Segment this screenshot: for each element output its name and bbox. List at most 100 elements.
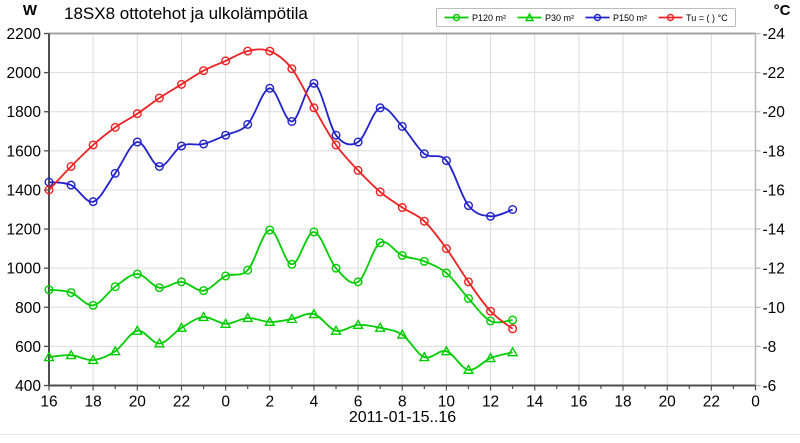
series-marker-circle [375, 187, 385, 197]
series-marker-circle [463, 293, 473, 303]
series-marker-triangle [396, 328, 408, 339]
right-tick-label: -20 [763, 104, 786, 121]
series-marker-circle [265, 225, 275, 235]
series-marker-triangle [507, 346, 519, 357]
x-tick-label: 10 [438, 394, 456, 411]
series-marker-triangle [220, 318, 232, 328]
series-marker-circle [66, 161, 76, 171]
series-marker-circle [66, 180, 76, 190]
series-marker-circle [154, 161, 164, 171]
series-marker-triangle [484, 352, 497, 363]
series-marker-circle [397, 250, 407, 260]
series-marker-triangle [131, 324, 143, 335]
legend-label: P120 m² [472, 12, 507, 23]
series-marker-circle [419, 149, 429, 159]
series-marker-circle [375, 238, 385, 248]
series-line-P30 [48, 312, 513, 371]
x-tick-label: 22 [703, 394, 720, 411]
x-tick-label: 4 [310, 394, 319, 411]
series-marker-triangle [286, 313, 298, 324]
series-marker-circle [486, 211, 496, 221]
series-marker-circle [199, 139, 209, 149]
left-tick-label: 2200 [7, 26, 42, 43]
legend-item-P120: P120 m² [444, 12, 506, 23]
series-marker-circle [132, 137, 142, 147]
series-marker-circle [110, 168, 120, 178]
series-marker-circle [221, 130, 231, 140]
series-marker-circle [508, 204, 518, 214]
series-marker-triangle [264, 316, 276, 327]
series-marker-circle [441, 156, 451, 166]
left-tick-label: 1600 [7, 143, 42, 160]
series-marker-circle [331, 263, 341, 273]
series-line-Tu [48, 48, 514, 330]
series-marker-circle [132, 109, 142, 119]
right-tick-label: -16 [763, 182, 785, 199]
series-marker-circle [309, 78, 319, 88]
series-marker-circle [154, 283, 164, 293]
x-tick-label: 0 [751, 394, 760, 411]
series-marker-circle [508, 315, 518, 325]
series-marker-circle [397, 203, 407, 213]
series-marker-circle [331, 140, 341, 150]
chart-title: 18SX8 ottotehot ja ulkolämpötila [64, 4, 308, 23]
x-tick-label: 2 [265, 394, 274, 411]
x-tick-label: 18 [614, 394, 631, 411]
triangle-marker-icon [517, 12, 542, 22]
left-tick-label: 1400 [7, 182, 42, 199]
series-marker-circle [44, 185, 54, 195]
right-axis-unit: °C [773, 2, 791, 19]
right-tick-label: -8 [763, 339, 777, 356]
series-marker-circle [463, 201, 473, 211]
series-line-P150 [48, 82, 513, 218]
series-marker-circle [132, 269, 142, 279]
left-tick-label: 1800 [7, 104, 42, 121]
right-tick-label: -14 [763, 222, 786, 239]
series-line-P120 [48, 229, 513, 324]
right-tick-label: -10 [763, 300, 786, 317]
series-marker-circle [199, 286, 209, 296]
left-tick-label: 400 [15, 378, 41, 395]
circle-marker-icon [444, 13, 469, 22]
x-tick-label: 20 [129, 394, 147, 411]
x-tick-label: 6 [354, 394, 363, 411]
series-marker-circle [508, 324, 518, 334]
x-tick-label: 12 [482, 394, 499, 411]
legend-label: Tu = ( ) °C [686, 12, 728, 23]
series-marker-circle [441, 268, 451, 278]
series-marker-circle [309, 227, 319, 237]
series-marker-triangle [418, 351, 430, 362]
right-tick-label: -18 [763, 143, 785, 160]
x-axis-date-label: 2011-01-15..16 [348, 409, 457, 426]
series-marker-triangle [197, 311, 210, 322]
series-marker-triangle [43, 351, 55, 362]
series-marker-circle [88, 197, 98, 207]
series-marker-circle [309, 103, 319, 113]
series-marker-circle [486, 316, 496, 326]
series-marker-circle [375, 103, 385, 113]
legend: P120 m² P30 m² P150 m² Tu = ( ) °C [436, 8, 736, 27]
legend-item-Tu: Tu = ( ) °C [658, 12, 728, 23]
series-marker-circle [243, 265, 253, 275]
legend-label: P150 m² [613, 12, 648, 23]
series-marker-triangle [153, 337, 165, 348]
series-marker-circle [44, 285, 54, 295]
x-tick-label: 14 [526, 394, 544, 411]
right-tick-label: -12 [763, 261, 785, 278]
series-marker-circle [397, 121, 407, 131]
series-marker-circle [287, 116, 297, 126]
series-marker-circle [88, 140, 98, 150]
series-marker-circle [265, 83, 275, 93]
series-marker-triangle [352, 319, 364, 329]
left-tick-label: 1200 [7, 222, 42, 239]
series-marker-circle [154, 93, 164, 103]
series-marker-triangle [308, 308, 320, 319]
x-tick-label: 20 [659, 394, 677, 411]
right-tick-label: -22 [763, 65, 785, 82]
series-marker-circle [287, 64, 297, 74]
series-marker-circle [353, 165, 363, 175]
series-marker-triangle [109, 345, 121, 356]
series-marker-circle [110, 282, 120, 292]
series-marker-circle [221, 271, 231, 281]
